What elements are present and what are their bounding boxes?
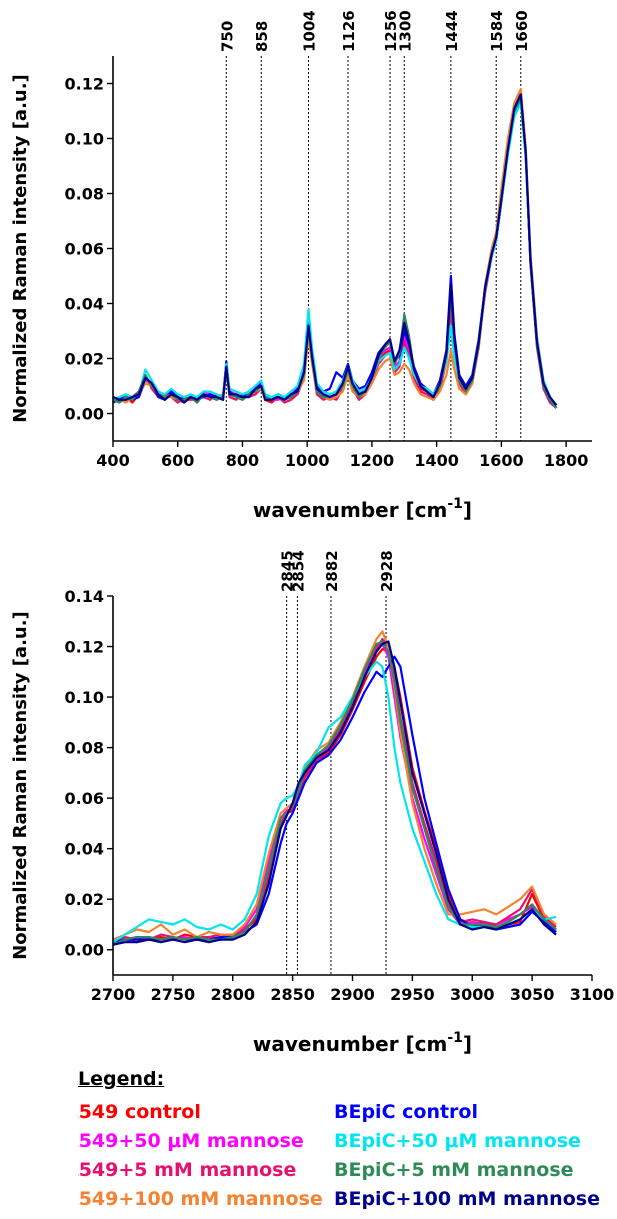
x-tick-label: 2950 <box>390 985 435 1004</box>
y-tick-label: 0.04 <box>65 295 104 314</box>
series-line <box>112 93 558 409</box>
y-tick-label: 0.08 <box>65 185 104 204</box>
y-tick-label: 0.12 <box>65 75 104 94</box>
peak-label: 750 <box>218 21 236 52</box>
y-tick-label: 0.06 <box>65 240 104 259</box>
peak-label: 1256 <box>382 10 400 52</box>
series-line <box>112 655 557 944</box>
x-tick-label: 3100 <box>570 985 615 1004</box>
peak-label: 858 <box>253 21 271 52</box>
legend-entry-bepic-5mm: BEpiC+5 mM mannose <box>334 1159 574 1181</box>
y-tick-label: 0.10 <box>65 130 104 149</box>
x-tick-label: 3050 <box>510 985 555 1004</box>
y-tick-label: 0.04 <box>65 840 104 859</box>
peak-label: 1300 <box>396 10 414 52</box>
x-tick-label: 1600 <box>479 451 524 470</box>
x-tick-label: 2700 <box>91 985 136 1004</box>
x-tick-label: 2850 <box>270 985 315 1004</box>
legend-entry-a549-50um: A549+50 μM mannose <box>78 1130 304 1152</box>
y-tick-label: 0.00 <box>65 405 104 424</box>
x-tick-label: 1200 <box>350 451 395 470</box>
peak-label: 2854 <box>289 550 307 592</box>
y-tick-label: 0.00 <box>65 941 104 960</box>
series-line <box>112 648 557 944</box>
x-tick-label: 400 <box>96 451 129 470</box>
peak-label: 1444 <box>443 10 461 52</box>
y-tick-label: 0.12 <box>65 638 104 657</box>
peak-label: 1004 <box>300 10 318 52</box>
series-line <box>112 640 557 946</box>
x-tick-label: 1800 <box>544 451 589 470</box>
y-tick-label: 0.02 <box>65 350 104 369</box>
y-tick-label: 0.10 <box>65 688 104 707</box>
x-tick-label: 2750 <box>151 985 196 1004</box>
x-tick-label: 2900 <box>330 985 375 1004</box>
peak-label: 2882 <box>323 550 341 592</box>
series-line <box>112 87 558 406</box>
x-axis-label: wavenumber [cm-1] <box>253 1030 472 1056</box>
series-line <box>112 637 557 944</box>
y-tick-label: 0.14 <box>65 587 104 606</box>
legend-entry-a549-control: A549 control <box>78 1101 201 1123</box>
x-tick-label: 1400 <box>414 451 459 470</box>
legend-entry-bepic-100mm: BEpiC+100 mM mannose <box>334 1188 600 1210</box>
peak-label: 2928 <box>378 550 396 592</box>
y-axis-label: Normalized Raman intensity [a.u.] <box>10 74 31 423</box>
y-tick-label: 0.06 <box>65 789 104 808</box>
legend: Legend: A549 control BEpiC control A549+… <box>78 1068 617 1219</box>
series-line <box>112 642 557 946</box>
x-tick-label: 800 <box>226 451 259 470</box>
x-tick-label: 1000 <box>285 451 330 470</box>
x-tick-label: 2800 <box>210 985 255 1004</box>
x-tick-label: 600 <box>161 451 194 470</box>
series-line <box>112 640 557 946</box>
legend-title: Legend: <box>78 1068 165 1090</box>
peak-label: 1584 <box>488 10 506 52</box>
x-tick-label: 3000 <box>450 985 495 1004</box>
peak-label: 2845 <box>279 550 297 592</box>
legend-entry-bepic-50um: BEpiC+50 μM mannose <box>334 1130 581 1152</box>
legend-entry-a549-100mm: A549+100 mM mannose <box>78 1188 323 1210</box>
y-tick-label: 0.08 <box>65 739 104 758</box>
series-line <box>112 90 558 409</box>
peak-label: 1126 <box>340 10 358 52</box>
x-axis-label: wavenumber [cm-1] <box>253 496 472 522</box>
series-line <box>112 630 557 941</box>
series-line <box>112 93 558 406</box>
series-line <box>112 660 557 944</box>
y-axis-label: Normalized Raman intensity [a.u.] <box>10 611 31 960</box>
legend-entry-a549-5mm: A549+5 mM mannose <box>78 1159 297 1181</box>
peak-label: 1660 <box>513 10 531 52</box>
y-tick-label: 0.02 <box>65 890 104 909</box>
legend-entry-bepic-control: BEpiC control <box>334 1101 478 1123</box>
